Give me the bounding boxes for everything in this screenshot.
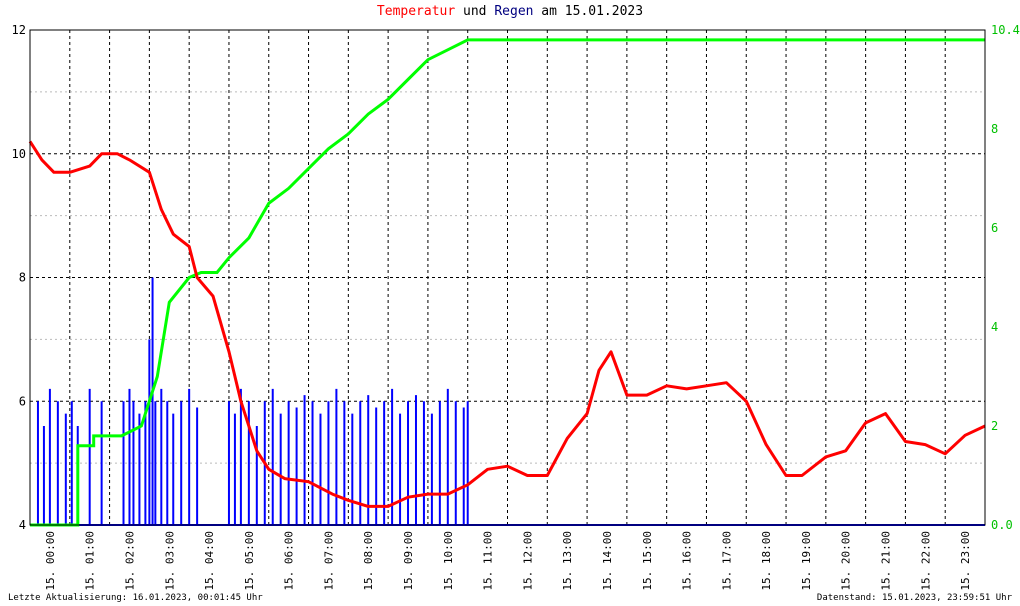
x-tick-label: 15. 22:00 (919, 531, 932, 591)
right-axis-tick-label: 10.4 (991, 23, 1020, 37)
right-axis-tick-label: 2 (991, 419, 998, 433)
x-tick-label: 15. 18:00 (760, 531, 773, 591)
footer-last-update: Letzte Aktualisierung: 16.01.2023, 00:01… (8, 593, 263, 603)
x-tick-label: 15. 04:00 (203, 531, 216, 591)
x-tick-label: 15. 14:00 (601, 531, 614, 591)
x-tick-label: 15. 02:00 (123, 531, 136, 591)
x-tick-label: 15. 17:00 (720, 531, 733, 591)
footer-data-status: Datenstand: 15.01.2023, 23:59:51 Uhr (816, 593, 1012, 603)
title-date: am 15.01.2023 (533, 4, 644, 19)
x-tick-label: 15. 19:00 (800, 531, 813, 591)
x-tick-label: 15. 06:00 (283, 531, 296, 591)
x-tick-label: 15. 16:00 (681, 531, 694, 591)
lines-layer (28, 38, 986, 527)
right-axis-tick-label: 8 (991, 122, 998, 136)
x-tick-label: 15. 07:00 (322, 531, 335, 591)
x-tick-label: 15. 01:00 (84, 531, 97, 591)
left-axis-tick-label: 8 (19, 271, 26, 285)
x-tick-label: 15. 05:00 (243, 531, 256, 591)
right-axis-tick-label: 6 (991, 221, 998, 235)
x-tick-label: 15. 23:00 (959, 531, 972, 591)
x-tick-label: 15. 10:00 (442, 531, 455, 591)
chart-title: Temperatur und Regen am 15.01.2023 (0, 4, 1020, 19)
axes-layer: 4 6 8 10 12 0.0 2 4 6 8 10.4 15. 00:00 15. 01:00 15. … (12, 23, 1020, 591)
x-tick-label: 15. 12:00 (521, 531, 534, 591)
left-axis-tick-label: 12 (12, 23, 26, 37)
x-tick-label: 15. 13:00 (561, 531, 574, 591)
left-axis-tick-label: 10 (12, 147, 26, 161)
title-regen: Regen (494, 4, 534, 19)
x-tick-label: 15. 00:00 (44, 531, 57, 591)
temperature-line (28, 140, 986, 508)
right-axis-tick-label: 0.0 (991, 518, 1013, 532)
x-tick-label: 15. 09:00 (402, 531, 415, 591)
left-axis-tick-label: 6 (19, 394, 26, 408)
right-axis-tick-label: 4 (991, 320, 998, 334)
x-tick-label: 15. 11:00 (482, 531, 495, 591)
plot-frame (29, 29, 986, 526)
x-tick-label: 15. 08:00 (362, 531, 375, 591)
x-tick-label: 15. 03:00 (163, 531, 176, 591)
title-und: und (455, 4, 495, 19)
x-tick-label: 15. 21:00 (880, 531, 893, 591)
rain-sum-line (30, 38, 985, 527)
x-tick-label: 15. 15:00 (641, 531, 654, 591)
left-axis-tick-label: 4 (19, 518, 26, 532)
x-tick-label: 15. 20:00 (840, 531, 853, 591)
title-temperature: Temperatur (376, 4, 456, 19)
grid-layer (30, 30, 985, 525)
